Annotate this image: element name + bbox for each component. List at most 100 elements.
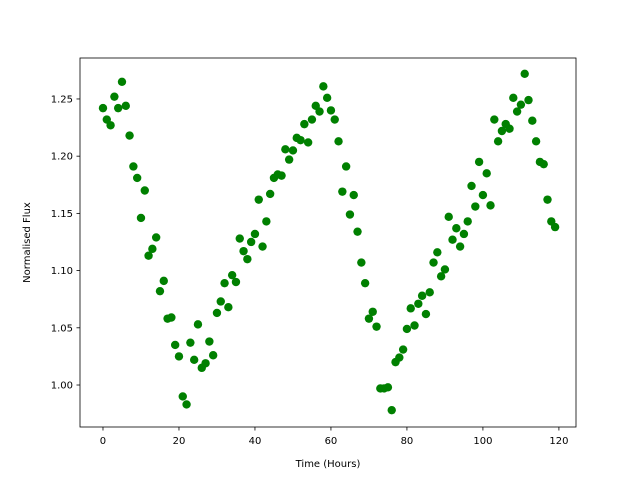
point	[467, 181, 476, 191]
point	[463, 217, 472, 226]
point	[493, 137, 503, 146]
point	[364, 314, 374, 323]
y-tick-label: 1.05	[51, 323, 73, 334]
point	[250, 229, 260, 239]
point	[429, 258, 438, 267]
point	[421, 309, 431, 319]
point	[281, 145, 290, 154]
point	[159, 276, 168, 286]
point	[531, 137, 541, 146]
x-tick-label: 80	[401, 436, 414, 447]
point	[349, 190, 358, 200]
point	[258, 242, 267, 251]
point	[140, 186, 149, 195]
point	[444, 212, 453, 222]
point	[497, 126, 507, 136]
point	[170, 340, 180, 350]
point	[402, 324, 412, 334]
point	[539, 159, 548, 169]
point	[338, 187, 347, 196]
plot-frame	[79, 57, 577, 428]
y-tick-label: 1.15	[51, 209, 73, 220]
point	[330, 115, 339, 124]
point	[110, 92, 119, 101]
point	[201, 359, 210, 368]
point	[277, 171, 286, 180]
y-tick-label: 1.00	[51, 381, 73, 392]
point	[334, 137, 343, 146]
point	[182, 400, 191, 409]
point	[300, 119, 309, 129]
point	[543, 195, 552, 204]
point	[372, 322, 381, 331]
point	[136, 213, 146, 223]
point	[288, 146, 298, 155]
point	[224, 303, 233, 312]
point	[125, 131, 134, 140]
x-tick-label: 60	[325, 436, 338, 447]
point	[395, 353, 404, 362]
x-tick-label: 120	[549, 436, 568, 447]
point	[129, 162, 138, 171]
point	[216, 297, 225, 306]
point	[387, 405, 396, 415]
point	[121, 101, 130, 111]
point	[471, 202, 480, 211]
y-axis-label: Normalised Flux	[22, 202, 33, 283]
point	[486, 201, 495, 210]
x-axis-label: Time (Hours)	[295, 459, 361, 470]
point	[326, 106, 336, 115]
point	[246, 237, 256, 247]
point	[132, 173, 142, 183]
x-tick-label: 40	[249, 436, 262, 447]
point	[341, 162, 351, 171]
x-tick-label: 100	[473, 436, 492, 447]
point	[368, 307, 377, 316]
point	[524, 95, 533, 105]
point	[455, 242, 465, 251]
point	[144, 251, 153, 260]
point	[303, 138, 313, 147]
point	[208, 351, 218, 360]
point	[167, 313, 176, 322]
point	[235, 234, 244, 243]
point	[212, 308, 222, 318]
point	[315, 107, 324, 116]
point	[490, 115, 499, 124]
point	[478, 190, 488, 200]
point	[262, 217, 271, 226]
point	[550, 222, 560, 232]
point	[243, 254, 252, 264]
point	[254, 195, 263, 204]
point	[440, 265, 450, 274]
point	[417, 291, 427, 300]
point	[220, 278, 229, 288]
point	[383, 383, 393, 392]
point	[174, 352, 184, 361]
point	[151, 233, 161, 242]
y-tick-label: 1.20	[51, 152, 73, 163]
point	[414, 299, 423, 308]
point	[482, 169, 491, 178]
point	[448, 235, 457, 244]
point	[512, 107, 522, 116]
point	[106, 121, 115, 130]
point	[117, 77, 127, 86]
point	[353, 227, 362, 236]
point	[296, 135, 305, 145]
point	[319, 82, 328, 91]
point	[436, 272, 446, 281]
point	[189, 355, 199, 365]
point	[307, 115, 317, 124]
point	[509, 93, 518, 103]
point	[459, 229, 469, 239]
point	[452, 224, 461, 233]
point	[425, 288, 434, 297]
y-tick-label: 1.10	[51, 266, 73, 277]
point	[520, 69, 529, 78]
x-tick-label: 20	[173, 436, 186, 447]
point	[406, 304, 415, 313]
point	[516, 100, 526, 109]
point	[398, 345, 408, 354]
